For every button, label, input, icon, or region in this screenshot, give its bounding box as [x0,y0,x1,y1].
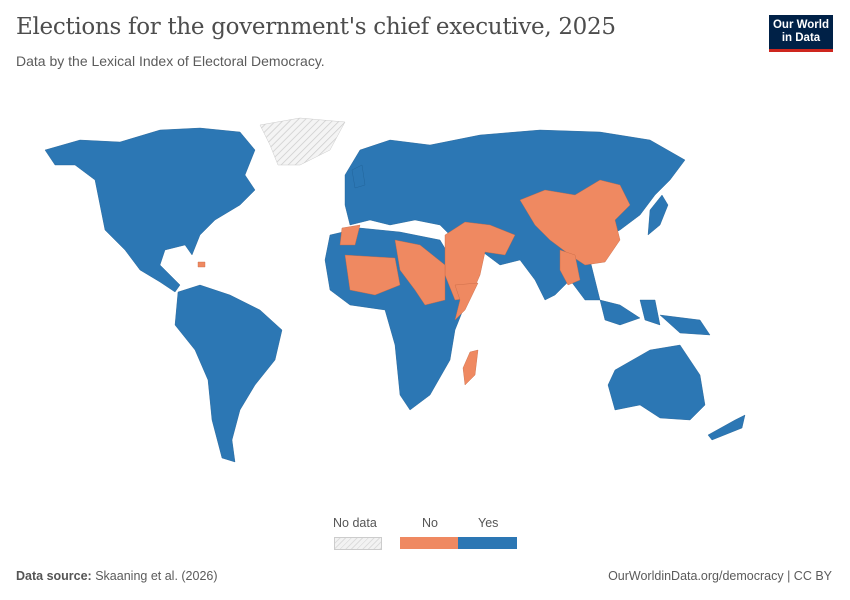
footer-link[interactable]: OurWorldinData.org/democracy | CC BY [608,569,832,583]
australia[interactable] [607,344,706,421]
middle-east[interactable] [444,221,516,301]
legend-swatch-yes[interactable] [458,537,517,549]
eurasia[interactable] [344,129,686,301]
north-america[interactable] [44,127,256,293]
data-source: Data source: Skaaning et al. (2026) [16,569,218,583]
south-america[interactable] [174,284,283,463]
horn-of-africa[interactable] [454,282,479,321]
source-text: Skaaning et al. (2026) [95,569,218,583]
madagascar[interactable] [462,349,479,386]
chart-subtitle: Data by the Lexical Index of Electoral D… [16,53,325,69]
greenland[interactable] [259,117,346,166]
cuba[interactable] [197,261,206,268]
legend-swatch-no[interactable] [400,537,458,549]
owid-logo[interactable]: Our World in Data [769,15,833,52]
source-label: Data source: [16,569,92,583]
legend-label-no-data: No data [333,516,377,530]
southeast-asia-islands[interactable] [599,299,711,336]
legend-swatch-no-data[interactable] [334,537,382,550]
indochina[interactable] [559,249,581,286]
world-map[interactable] [0,90,850,480]
legend-label-yes: Yes [478,516,499,530]
china[interactable] [519,179,631,266]
chart-title: Elections for the government's chief exe… [16,14,616,40]
legend-label-no: No [422,516,438,530]
japan[interactable] [647,194,669,236]
new-zealand[interactable] [707,414,746,441]
legend: No data No Yes [333,516,518,552]
uk[interactable] [351,164,366,189]
north-africa[interactable] [339,224,446,306]
